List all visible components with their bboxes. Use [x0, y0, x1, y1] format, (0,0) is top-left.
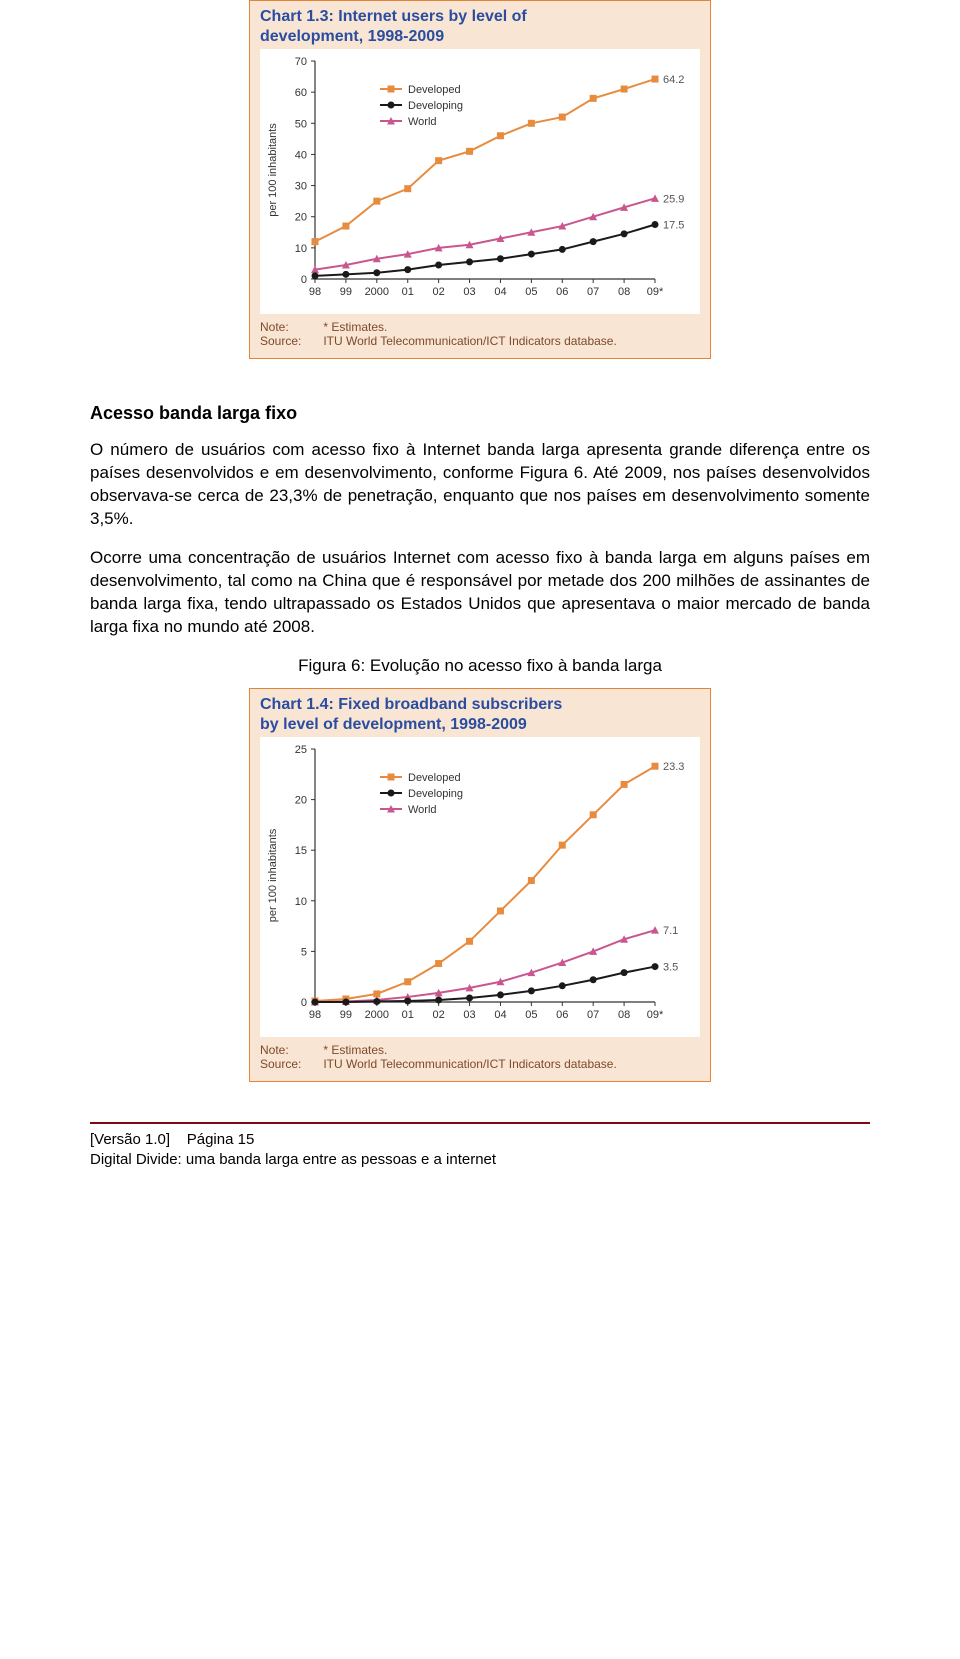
svg-text:99: 99 — [340, 286, 352, 298]
svg-text:0: 0 — [301, 997, 307, 1009]
chart1-source: Source: ITU World Telecommunication/ICT … — [260, 334, 700, 348]
svg-text:2000: 2000 — [365, 286, 389, 298]
svg-text:01: 01 — [402, 286, 414, 298]
svg-text:17.5: 17.5 — [663, 220, 684, 232]
svg-text:Developed: Developed — [408, 772, 461, 784]
chart1-source-label: Source: — [260, 334, 320, 348]
svg-text:06: 06 — [556, 286, 568, 298]
svg-text:98: 98 — [309, 1009, 321, 1021]
chart2-container: Chart 1.4: Fixed broadband subscribers b… — [90, 688, 870, 1082]
chart1-note-label: Note: — [260, 320, 320, 334]
svg-text:10: 10 — [295, 243, 307, 255]
svg-text:20: 20 — [295, 212, 307, 224]
svg-text:06: 06 — [556, 1009, 568, 1021]
chart1-notes: Note: * Estimates. Source: ITU World Tel… — [260, 320, 700, 348]
svg-text:20: 20 — [295, 794, 307, 806]
body-text: Acesso banda larga fixo O número de usuá… — [90, 401, 870, 678]
chart1-title: Chart 1.3: Internet users by level of de… — [260, 7, 700, 47]
chart2-title-l1: Chart 1.4: Fixed broadband subscribers — [260, 696, 562, 713]
svg-text:0: 0 — [301, 274, 307, 286]
chart2-note-text: * Estimates. — [323, 1043, 387, 1057]
chart2-notes: Note: * Estimates. Source: ITU World Tel… — [260, 1043, 700, 1071]
svg-text:per 100 inhabitants: per 100 inhabitants — [267, 828, 279, 922]
chart2-note: Note: * Estimates. — [260, 1043, 700, 1057]
paragraph-1: O número de usuários com acesso fixo à I… — [90, 439, 870, 531]
svg-text:07: 07 — [587, 286, 599, 298]
section-heading: Acesso banda larga fixo — [90, 401, 870, 425]
svg-text:23.3: 23.3 — [663, 761, 684, 773]
svg-text:25.9: 25.9 — [663, 193, 684, 205]
chart2-source: Source: ITU World Telecommunication/ICT … — [260, 1057, 700, 1071]
svg-text:60: 60 — [295, 87, 307, 99]
svg-text:5: 5 — [301, 946, 307, 958]
svg-text:09*: 09* — [647, 286, 664, 298]
svg-text:Developing: Developing — [408, 788, 463, 800]
svg-text:World: World — [408, 116, 437, 128]
svg-text:04: 04 — [494, 1009, 506, 1021]
svg-text:01: 01 — [402, 1009, 414, 1021]
figure6-caption: Figura 6: Evolução no acesso fixo à band… — [90, 655, 870, 678]
svg-text:50: 50 — [295, 118, 307, 130]
svg-text:Developing: Developing — [408, 100, 463, 112]
paragraph-2: Ocorre uma concentração de usuários Inte… — [90, 547, 870, 639]
svg-text:30: 30 — [295, 181, 307, 193]
svg-text:7.1: 7.1 — [663, 925, 678, 937]
chart1-note: Note: * Estimates. — [260, 320, 700, 334]
chart1-plot: 0 10 20 30 40 50 60 70 98 99 2000 01 02 03 04 05 06 07 08 0… — [260, 49, 700, 314]
svg-text:08: 08 — [618, 286, 630, 298]
svg-text:02: 02 — [433, 286, 445, 298]
svg-text:64.2: 64.2 — [663, 74, 684, 86]
footer-title: Digital Divide: uma banda larga entre as… — [90, 1151, 496, 1168]
svg-text:08: 08 — [618, 1009, 630, 1021]
chart1-box: Chart 1.3: Internet users by level of de… — [249, 0, 711, 359]
svg-text:25: 25 — [295, 744, 307, 756]
chart1-title-l1: Chart 1.3: Internet users by level of — [260, 8, 527, 25]
svg-text:02: 02 — [433, 1009, 445, 1021]
footer-version: [Versão 1.0] — [90, 1131, 170, 1148]
svg-text:98: 98 — [309, 286, 321, 298]
svg-text:04: 04 — [494, 286, 506, 298]
chart2-box: Chart 1.4: Fixed broadband subscribers b… — [249, 688, 711, 1082]
svg-text:15: 15 — [295, 845, 307, 857]
svg-text:World: World — [408, 804, 437, 816]
svg-text:03: 03 — [463, 1009, 475, 1021]
chart2-source-text: ITU World Telecommunication/ICT Indicato… — [323, 1057, 616, 1071]
svg-text:10: 10 — [295, 896, 307, 908]
svg-text:05: 05 — [525, 1009, 537, 1021]
svg-text:03: 03 — [463, 286, 475, 298]
svg-text:per 100 inhabitants: per 100 inhabitants — [267, 123, 279, 217]
chart1-source-text: ITU World Telecommunication/ICT Indicato… — [323, 334, 616, 348]
chart2-title: Chart 1.4: Fixed broadband subscribers b… — [260, 695, 700, 735]
chart2-note-label: Note: — [260, 1043, 320, 1057]
chart1-note-text: * Estimates. — [323, 320, 387, 334]
svg-text:Developed: Developed — [408, 84, 461, 96]
chart1-title-l2: development, 1998-2009 — [260, 28, 444, 45]
svg-text:3.5: 3.5 — [663, 961, 678, 973]
svg-text:09*: 09* — [647, 1009, 664, 1021]
svg-text:40: 40 — [295, 149, 307, 161]
chart2-source-label: Source: — [260, 1057, 320, 1071]
footer-rule — [90, 1122, 870, 1124]
svg-text:70: 70 — [295, 56, 307, 68]
chart1-container: Chart 1.3: Internet users by level of de… — [90, 0, 870, 359]
svg-text:99: 99 — [340, 1009, 352, 1021]
svg-text:2000: 2000 — [365, 1009, 389, 1021]
svg-text:07: 07 — [587, 1009, 599, 1021]
footer-page: Página 15 — [187, 1131, 255, 1148]
svg-text:05: 05 — [525, 286, 537, 298]
page-footer: [Versão 1.0] Página 15 Digital Divide: u… — [90, 1130, 870, 1171]
chart2-plot: 051015202598992000010203040506070809*per… — [260, 737, 700, 1037]
chart2-title-l2: by level of development, 1998-2009 — [260, 716, 527, 733]
